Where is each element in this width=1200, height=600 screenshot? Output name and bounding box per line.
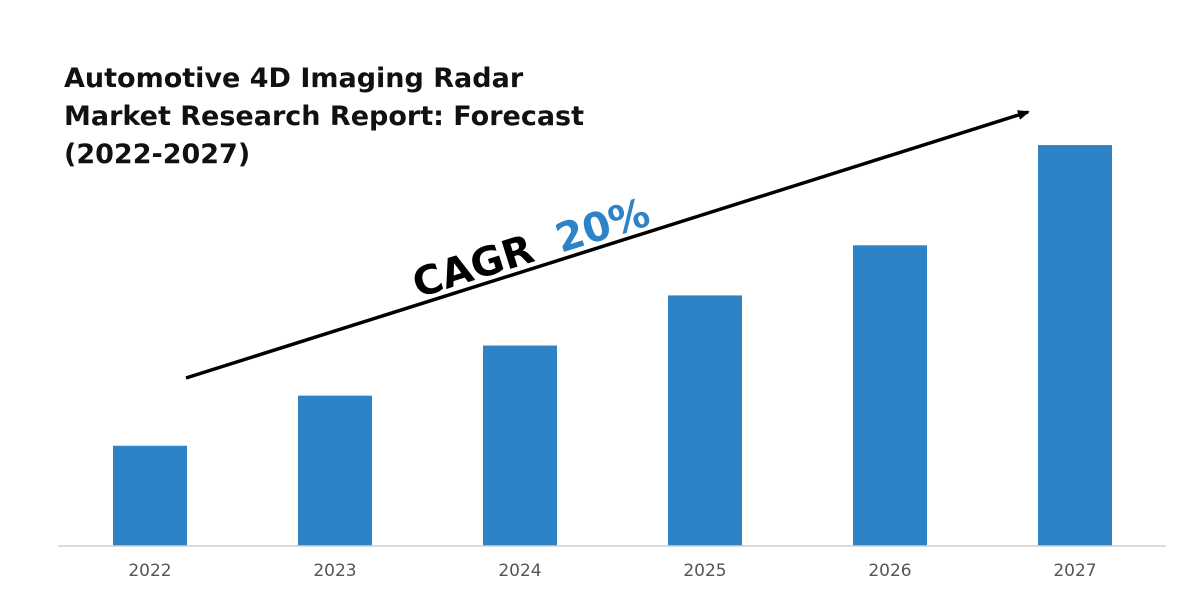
x-tick-label-2027: 2027 bbox=[1053, 561, 1096, 581]
bar-2027 bbox=[1038, 145, 1112, 546]
bar-2022 bbox=[113, 445, 187, 546]
chart-title-line-2: Market Research Report: Forecast bbox=[64, 101, 585, 132]
bars-layer bbox=[113, 145, 1112, 546]
bar-2025 bbox=[668, 295, 742, 546]
chart-title-line-3: (2022-2027) bbox=[64, 139, 251, 170]
cagr-value: 20% bbox=[550, 190, 655, 263]
x-tick-label-2026: 2026 bbox=[868, 561, 911, 581]
x-tick-label-2023: 2023 bbox=[313, 561, 356, 581]
chart-title: Automotive 4D Imaging Radar Market Resea… bbox=[64, 60, 624, 174]
bar-2026 bbox=[853, 245, 927, 546]
x-tick-labels: 2022 2023 2024 2025 2026 2027 bbox=[128, 561, 1096, 581]
bar-2023 bbox=[298, 395, 372, 546]
chart-title-line-1: Automotive 4D Imaging Radar bbox=[64, 63, 524, 94]
x-tick-label-2025: 2025 bbox=[683, 561, 726, 581]
cagr-prefix: CAGR bbox=[407, 226, 539, 307]
x-tick-label-2022: 2022 bbox=[128, 561, 171, 581]
bar-2024 bbox=[483, 345, 557, 546]
cagr-annotation: CAGR 20% bbox=[407, 190, 655, 308]
growth-trend-arrow bbox=[185, 110, 1030, 380]
x-tick-label-2024: 2024 bbox=[498, 561, 541, 581]
